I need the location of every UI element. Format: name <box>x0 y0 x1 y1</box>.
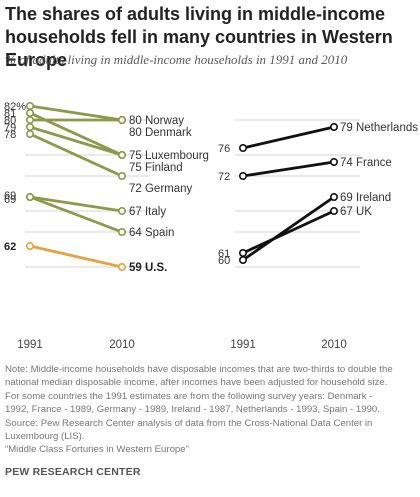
start-value-label: 60 <box>218 255 230 267</box>
series-line <box>28 125 124 157</box>
series-line <box>28 104 124 122</box>
source-line: Source: Pew Research Center analysis of … <box>5 417 373 429</box>
chart-title-line-1: The shares of adults living in middle-in… <box>5 4 386 24</box>
series-point <box>118 228 127 237</box>
series-end-label: 75 Luxembourg <box>129 150 209 162</box>
start-value-label: 69 <box>4 190 16 202</box>
note-line: 1992, France - 1989, Germany - 1989, Ire… <box>5 404 380 416</box>
series-line <box>28 111 124 157</box>
series-point <box>25 109 34 118</box>
series-point <box>25 193 34 202</box>
note-line: Note: Middle-income households have disp… <box>5 364 393 375</box>
series-end-label: 72 Germany <box>129 183 193 195</box>
series-point <box>329 123 338 132</box>
x-axis-label: 1991 <box>230 339 256 351</box>
series-point <box>118 262 127 271</box>
series-point <box>25 123 34 132</box>
start-value-label: 79 <box>4 122 16 134</box>
series-point <box>329 207 338 216</box>
series-end-label: 59 U.S. <box>129 262 167 274</box>
series-end-label: 79 Netherlands <box>340 122 418 134</box>
start-value-label: 69 <box>4 194 16 206</box>
note-line: For some countries the 1991 estimates ar… <box>5 390 373 402</box>
source-line: Luxembourg (LIS). <box>5 431 85 443</box>
chart-title-line-2: households fell in many countries in Wes… <box>5 27 393 70</box>
pew-logo-text: PEW RESEARCH CENTER <box>5 466 141 478</box>
start-value-label: 61 <box>218 248 230 260</box>
report-title-line: “Middle Class Fortunes in Western Europe… <box>5 444 189 456</box>
series-end-label: 67 UK <box>340 206 372 218</box>
series-point <box>239 249 248 258</box>
series-end-label: 64 Spain <box>129 227 174 239</box>
x-axis-label: 1991 <box>17 339 43 351</box>
series-end-label: 74 France <box>340 157 392 169</box>
series-line <box>241 125 336 150</box>
x-axis-label: 2010 <box>109 339 135 351</box>
series-line <box>28 195 124 213</box>
series-point <box>329 158 338 167</box>
start-value-label: 80 <box>4 115 16 127</box>
chart-title: The shares of adults living in middle-in… <box>5 3 415 72</box>
series-end-label: 80 Denmark <box>129 127 192 139</box>
start-value-label: 81 <box>4 108 16 120</box>
series-point <box>25 102 34 111</box>
series-end-label: 67 Italy <box>129 206 166 218</box>
series-line <box>28 132 124 178</box>
series-point <box>25 242 34 251</box>
series-point <box>25 116 34 125</box>
series-point <box>239 255 248 264</box>
series-point <box>239 144 248 153</box>
start-value-label: 82% <box>4 101 26 113</box>
series-point <box>25 130 34 139</box>
series-point <box>118 172 127 181</box>
note-line: national median disposable income, after… <box>5 377 388 389</box>
series-point <box>329 193 338 202</box>
series-end-label: 69 Ireland <box>340 192 391 204</box>
chart-note: Note: Middle-income households have disp… <box>5 363 415 457</box>
series-line <box>28 244 124 269</box>
x-axis-label: 2010 <box>321 339 347 351</box>
series-line <box>241 160 336 178</box>
series-line <box>241 195 336 262</box>
series-end-label: 75 Finland <box>129 162 183 174</box>
series-line <box>241 209 336 255</box>
series-end-label: 80 Norway <box>129 115 184 127</box>
start-value-label: 78 <box>4 129 16 141</box>
series-point <box>118 116 127 125</box>
start-value-label: 76 <box>218 143 230 155</box>
series-point <box>118 151 127 160</box>
start-value-label: 72 <box>218 171 230 183</box>
start-value-label: 62 <box>4 241 16 253</box>
chart-subtitle: % of adults living in middle-income hous… <box>5 52 348 67</box>
series-point <box>118 207 127 216</box>
series-line <box>28 195 124 234</box>
series-point <box>239 172 248 181</box>
